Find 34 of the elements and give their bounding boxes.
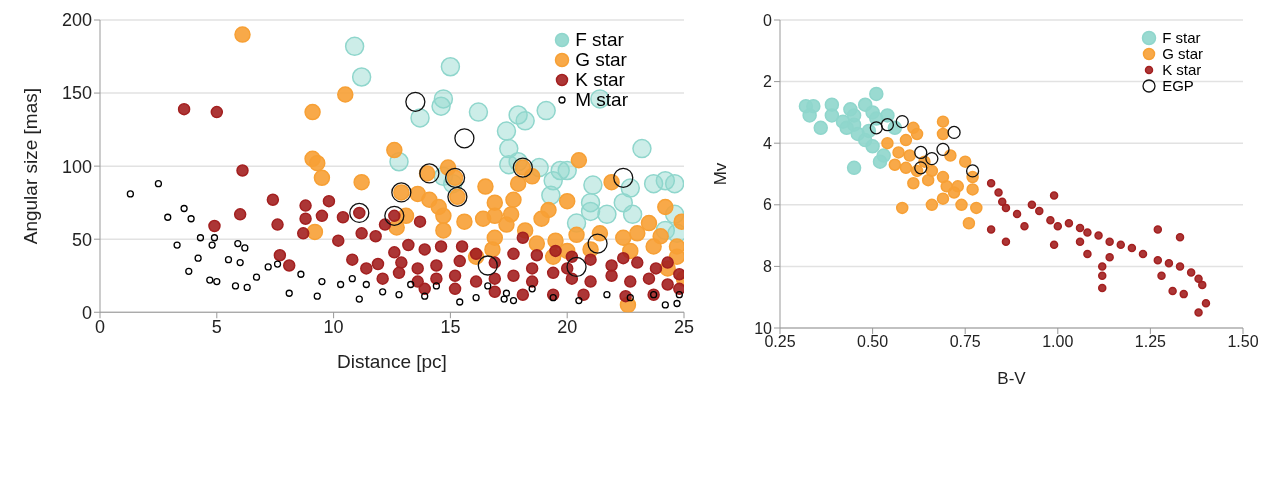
y-tick-label: 50 (71, 229, 92, 250)
x-tick-label: 5 (211, 317, 222, 338)
legend-label: F star (575, 29, 624, 50)
legend-label: K star (575, 68, 625, 90)
x-tick-label: 0.50 (857, 333, 889, 351)
y-axis-title: Angular size [mas] (19, 87, 41, 245)
y-tick-label: 0 (81, 302, 92, 323)
x-tick-label: 0 (94, 317, 106, 338)
y-tick-label: 6 (763, 196, 773, 214)
y-tick-label: 0 (763, 11, 773, 29)
x-tick-label: 1.50 (1227, 333, 1259, 351)
y-tick-label: 200 (61, 10, 92, 31)
legend-label: EGP (1162, 77, 1194, 95)
x-tick-label: 15 (440, 317, 461, 338)
x-tick-label: 10 (323, 317, 344, 338)
x-tick-label: 0.25 (764, 333, 796, 351)
x-axis-title: Distance [pc] (337, 351, 447, 373)
legend-label: F star (1162, 29, 1201, 47)
x-axis-title: B-V (997, 369, 1027, 388)
y-tick-label: 2 (763, 73, 773, 91)
legend-label: M star (575, 88, 628, 110)
x-tick-label: 1.00 (1042, 333, 1074, 351)
y-tick-label: 150 (61, 83, 92, 104)
legend-label: K star (1162, 61, 1202, 79)
legend-label: G star (1162, 45, 1203, 63)
x-tick-label: 0.75 (949, 333, 981, 351)
y-tick-label: 4 (763, 134, 773, 152)
legend-label: G star (575, 48, 627, 70)
y-tick-label: 100 (61, 156, 92, 177)
x-tick-label: 1.25 (1134, 333, 1167, 351)
y-tick-label: 8 (763, 258, 773, 276)
x-tick-label: 25 (673, 317, 695, 338)
y-axis-title: Mv (711, 162, 731, 186)
x-tick-label: 20 (557, 317, 578, 338)
